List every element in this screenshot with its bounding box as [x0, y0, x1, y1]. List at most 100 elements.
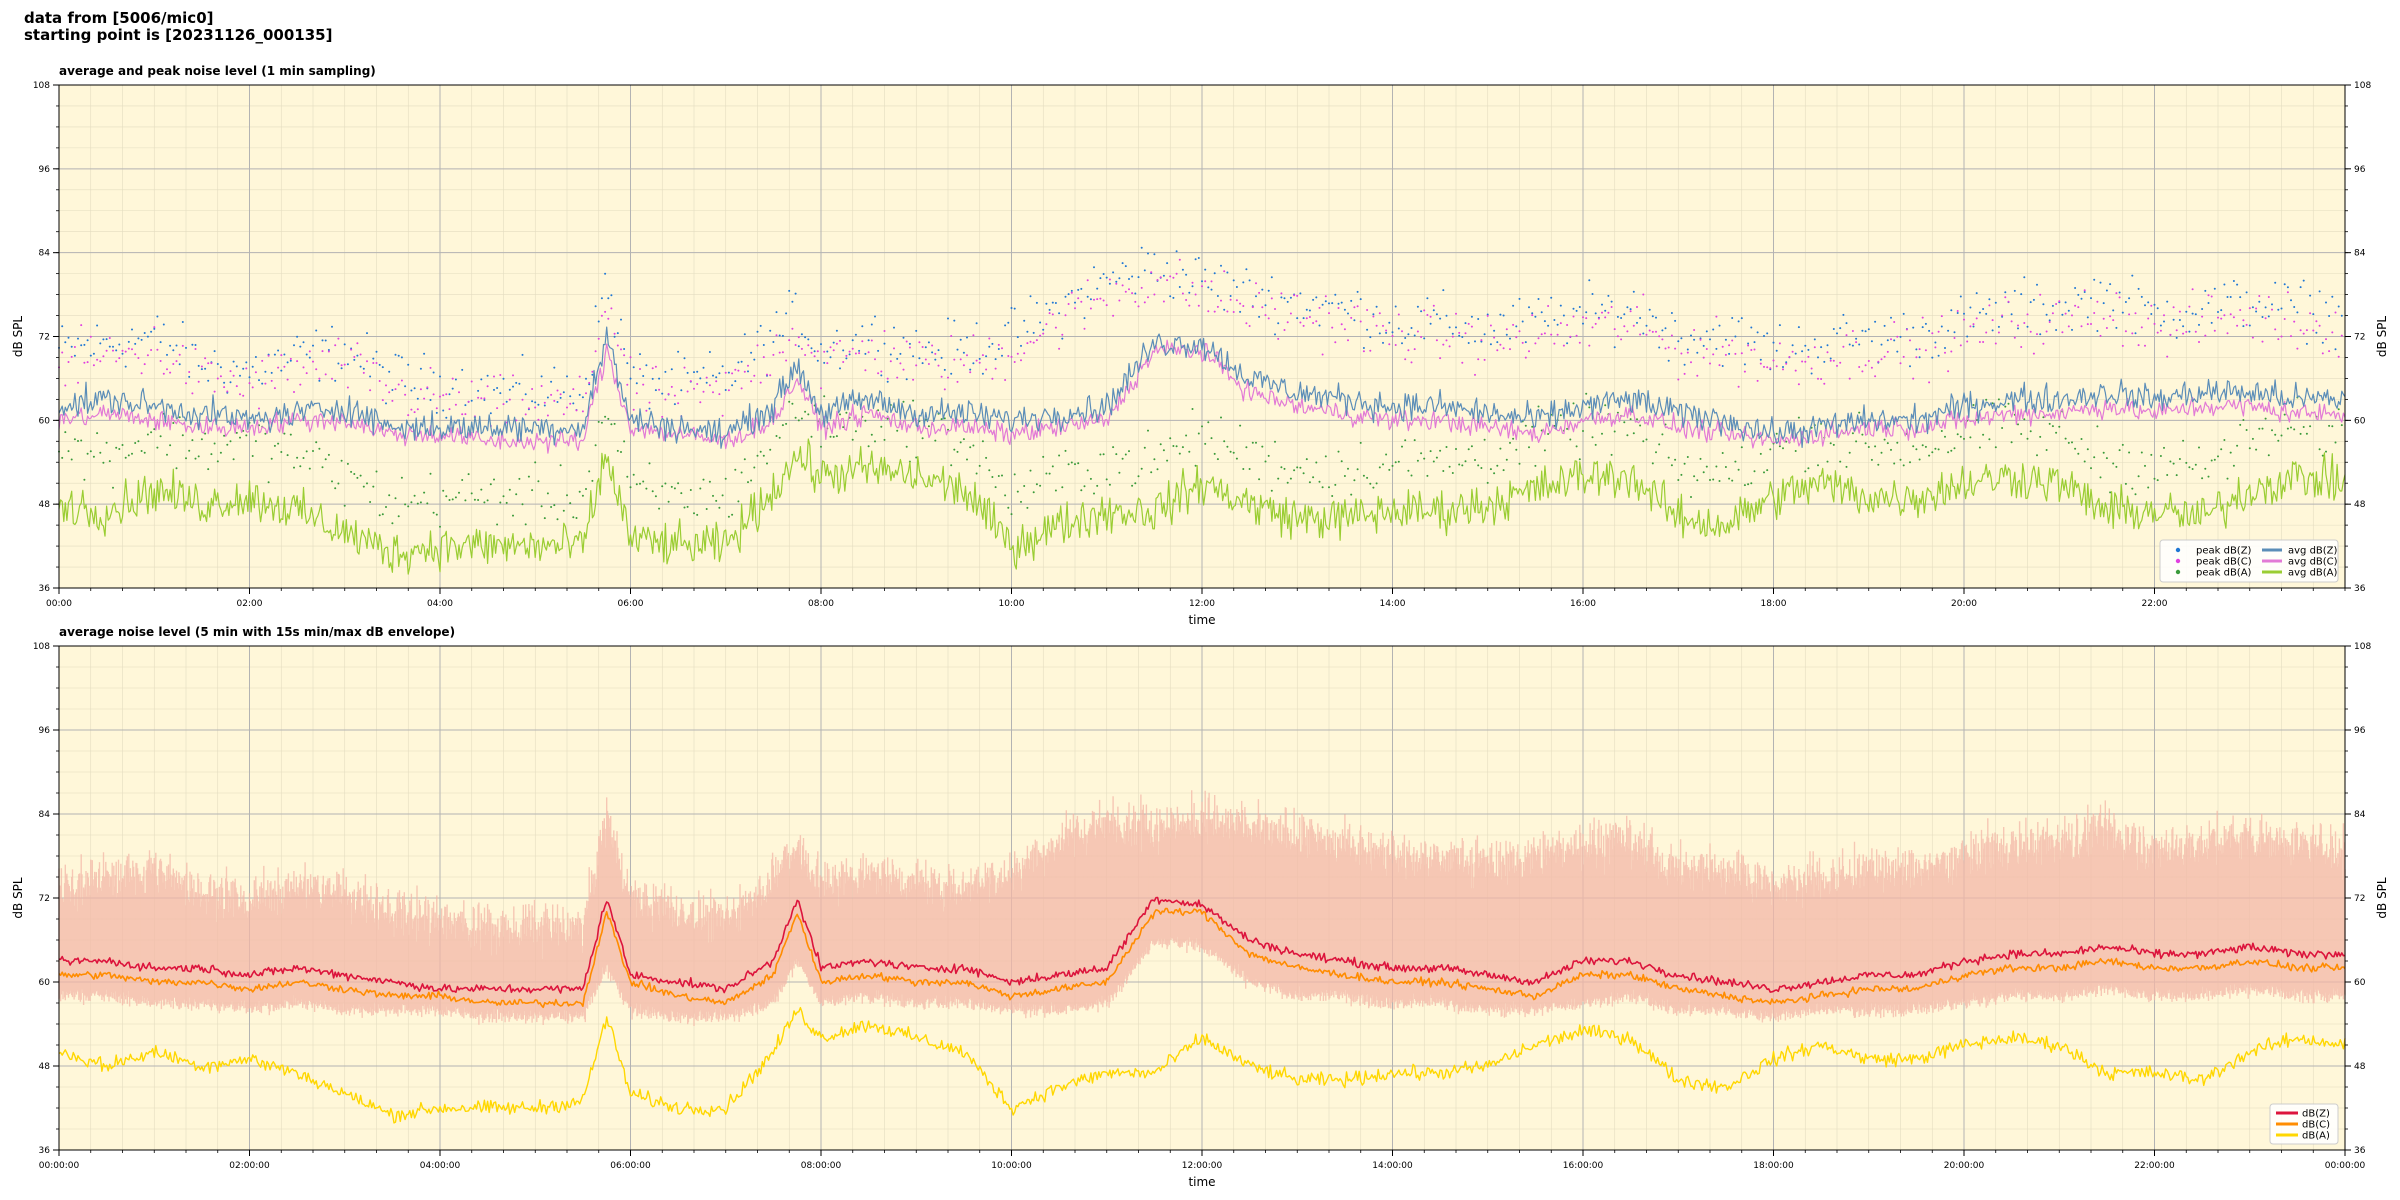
scatter-point [508, 398, 511, 401]
scatter-point [934, 352, 937, 355]
scatter-point [702, 366, 705, 369]
scatter-point [1766, 332, 1769, 335]
scatter-point [712, 494, 714, 497]
scatter-point [1188, 304, 1191, 307]
scatter-point [1690, 496, 1692, 498]
scatter-point [1356, 468, 1359, 471]
scatter-point [1886, 339, 1889, 342]
scatter-point [1112, 446, 1115, 449]
scatter-point [1143, 301, 1146, 304]
scatter-point [835, 342, 838, 345]
scatter-point [502, 495, 505, 498]
scatter-point [1902, 355, 1905, 358]
scatter-point [2271, 429, 2273, 432]
scatter-point [1804, 470, 1807, 473]
scatter-point [667, 393, 670, 395]
scatter-point [1474, 340, 1476, 343]
scatter-point [1769, 367, 1772, 370]
scatter-point [1010, 513, 1013, 516]
scatter-point [1359, 441, 1362, 444]
scatter-point [2147, 317, 2150, 320]
scatter-point [1201, 425, 1203, 428]
scatter-point [1191, 285, 1194, 288]
scatter-point [556, 389, 559, 392]
scatter-point [1213, 272, 1216, 275]
scatter-point [404, 385, 407, 388]
scatter-point [2172, 306, 2175, 309]
scatter-point [1950, 350, 1953, 353]
scatter-point [1204, 280, 1207, 283]
scatter-point [1070, 461, 1073, 464]
scatter-point [737, 361, 740, 364]
scatter-point [915, 364, 918, 367]
legend-label: peak dB(C) [2196, 557, 2252, 568]
scatter-point [1750, 482, 1753, 485]
scatter-point [2077, 293, 2080, 296]
scatter-point [124, 365, 127, 368]
scatter-point [2007, 402, 2010, 405]
scatter-point [1782, 447, 1784, 450]
scatter-point [156, 446, 159, 449]
scatter-point [1439, 357, 1442, 360]
legend-label: peak dB(A) [2196, 568, 2252, 579]
scatter-point [1112, 314, 1115, 317]
scatter-point [1559, 414, 1562, 417]
scatter-point [800, 417, 803, 420]
scatter-point [1496, 341, 1499, 344]
scatter-point [826, 362, 829, 365]
scatter-point [1588, 279, 1591, 282]
scatter-point [350, 348, 353, 351]
scatter-point [1115, 282, 1118, 285]
scatter-point [988, 337, 991, 340]
scatter-point [845, 354, 848, 357]
scatter-point [1162, 449, 1165, 452]
scatter-point [931, 344, 934, 347]
scatter-point [858, 349, 861, 352]
scatter-point [2337, 305, 2340, 308]
scatter-point [464, 413, 467, 416]
scatter-point [1613, 430, 1616, 433]
scatter-point [1566, 427, 1569, 430]
scatter-point [1048, 308, 1051, 311]
scatter-point [2131, 274, 2134, 277]
scatter-point [673, 403, 676, 406]
scatter-point [454, 378, 457, 381]
scatter-point [1604, 316, 1607, 319]
scatter-point [185, 382, 187, 385]
scatter-point [788, 289, 791, 292]
scatter-point [1080, 300, 1083, 303]
scatter-point [477, 389, 480, 392]
scatter-point [2255, 307, 2258, 310]
scatter-point [1944, 435, 1946, 438]
scatter-point [67, 361, 70, 363]
scatter-point [991, 377, 994, 380]
scatter-point [1324, 300, 1327, 303]
scatter-point [515, 493, 518, 496]
scatter-point [743, 458, 746, 461]
scatter-point [2198, 341, 2200, 343]
scatter-point [1210, 288, 1213, 291]
scatter-point [629, 377, 632, 380]
scatter-point [1724, 466, 1727, 468]
scatter-point [658, 507, 661, 510]
scatter-point [1159, 276, 1162, 279]
scatter-point [1102, 299, 1105, 302]
scatter-point [991, 476, 994, 478]
scatter-point [572, 388, 575, 391]
scatter-point [794, 292, 797, 295]
x-tick-label: 02:00 [237, 599, 263, 609]
scatter-point [848, 353, 851, 356]
scatter-point [448, 408, 451, 411]
scatter-point [1347, 312, 1349, 315]
scatter-point [778, 334, 781, 337]
scatter-point [2128, 313, 2131, 316]
scatter-point [1509, 348, 1511, 351]
scatter-point [1470, 445, 1473, 448]
scatter-point [1375, 324, 1378, 327]
scatter-point [1524, 356, 1527, 359]
scatter-point [1232, 451, 1235, 454]
scatter-point [1966, 340, 1969, 343]
scatter-point [905, 378, 908, 381]
scatter-point [124, 456, 127, 459]
scatter-point [540, 505, 543, 508]
